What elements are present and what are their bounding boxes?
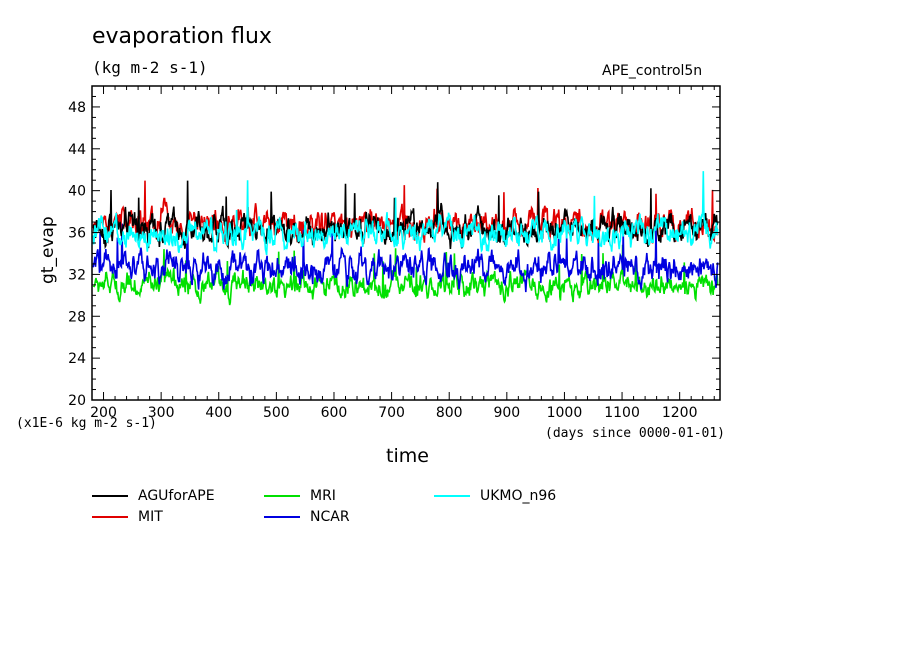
series-line-mri <box>92 244 719 306</box>
chart-units: (kg m-2 s-1) <box>92 58 208 77</box>
x-tick-label: 600 <box>321 405 348 421</box>
y-tick-label: 44 <box>68 142 86 158</box>
x-tick-label: 700 <box>378 405 405 421</box>
x-tick-label: 1000 <box>547 405 583 421</box>
y-tick-label: 36 <box>68 226 86 242</box>
y-tick-label: 28 <box>68 309 86 325</box>
x-tick-label: 300 <box>148 405 175 421</box>
legend-label: MRI <box>310 488 336 504</box>
legend-swatch <box>92 516 128 518</box>
y-tick-label: 24 <box>68 351 86 367</box>
scale-note: (x1E-6 kg m-2 s-1) <box>16 416 157 431</box>
legend-label: MIT <box>138 509 163 525</box>
y-tick-label: 40 <box>68 184 86 200</box>
x-tick-label: 1100 <box>604 405 640 421</box>
x-tick-label: 800 <box>436 405 463 421</box>
series-line-aguforape <box>92 180 719 250</box>
y-tick-label: 32 <box>68 267 86 283</box>
legend-swatch <box>92 495 128 497</box>
legend-label: NCAR <box>310 509 350 525</box>
legend-swatch <box>434 495 470 497</box>
series-line-ncar <box>92 222 719 293</box>
x-tick-label: 500 <box>263 405 290 421</box>
legend-label: AGUforAPE <box>138 488 215 504</box>
legend-swatch <box>264 516 300 518</box>
legend-label: UKMO_n96 <box>480 488 557 504</box>
x-tick-label: 900 <box>493 405 520 421</box>
x-tick-label: 1200 <box>662 405 698 421</box>
run-id: APE_control5n <box>602 63 703 79</box>
x-tick-label: 200 <box>90 405 117 421</box>
legend-swatch <box>264 495 300 497</box>
y-tick-label: 48 <box>68 100 86 116</box>
chart-title: evaporation flux <box>92 24 272 49</box>
series-line-ukmo-n96 <box>92 171 719 256</box>
x-axis-units: (days since 0000-01-01) <box>545 426 726 441</box>
x-tick-label: 400 <box>205 405 232 421</box>
y-tick-label: 20 <box>68 393 86 409</box>
x-axis-label: time <box>386 445 429 467</box>
